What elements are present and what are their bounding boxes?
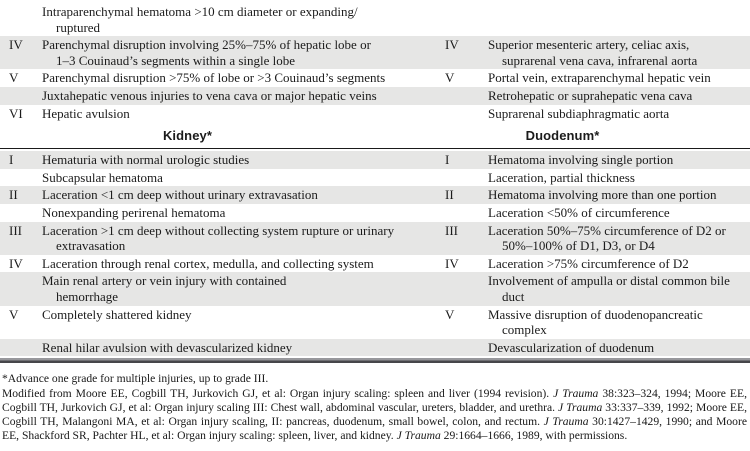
organ-injury-scaling-table: Intraparenchymal hematoma >10 cm diamete… [0, 3, 750, 357]
table-row: VI Hepatic avulsion Suprarenal subdiaphrag… [0, 105, 750, 123]
grade-cell-left: IV [9, 255, 23, 271]
grade-cell-right [438, 273, 478, 274]
grade-cell-left [0, 340, 42, 341]
grade-cell-left: V [9, 306, 19, 322]
grade-cell-right: I [445, 152, 450, 168]
credit-text: 38:323–324, 1994; Moore EE, Cogbill TH, … [2, 386, 747, 414]
table-row: IV Laceration through renal cortex, medul… [0, 255, 750, 273]
description-cell-right: Laceration 50%–75% circumference of D2 o… [488, 222, 726, 254]
section-header-right: Duodenum* [525, 128, 600, 144]
grade-cell-right: IV [445, 255, 459, 271]
section-header-row: Kidney* Duodenum* [0, 122, 750, 146]
grade-cell-right: III [445, 222, 458, 238]
table-row: Nonexpanding perirenal hematoma Laceratio… [0, 204, 750, 222]
grade-cell-right [438, 170, 478, 171]
description-cell-right: Hematoma involving more than one portion [488, 187, 717, 203]
table-row: I Hematuria with normal urologic studies I… [0, 151, 750, 169]
description-cell-right: Laceration, partial thickness [488, 169, 635, 185]
grade-cell-left: III [9, 222, 22, 238]
table-row: III Laceration >1 cm deep without collect… [0, 221, 750, 255]
grade-cell-left [0, 4, 42, 5]
description-cell-left: Laceration through renal cortex, medulla… [42, 255, 374, 271]
description-cell-right: Involvement of ampulla or distal common … [488, 273, 730, 304]
description-cell-right: Devascularization of duodenum [488, 339, 655, 355]
table-row: V Completely shattered kidney V Massive dis… [0, 306, 750, 339]
description-cell-right [478, 4, 750, 5]
grade-cell-right [438, 4, 478, 5]
table-row: IV Parenchymal disruption involving 25%–7… [0, 36, 750, 70]
grade-cell-left: V [9, 70, 19, 86]
description-cell-left: Laceration >1 cm deep without collecting… [42, 222, 395, 254]
credit-text: 33:337–339, 1992; Moore EE, Cogbill TH, … [2, 400, 747, 429]
description-cell-right: Massive disruption of duodenopancreatic … [488, 306, 703, 338]
table-row: Renal hilar avulsion with devascularized… [0, 338, 750, 357]
grade-cell-right [438, 88, 478, 89]
description-cell-left: Intraparenchymal hematoma >10 cm diamete… [42, 4, 358, 35]
description-cell-right: Laceration >75% circumference of D2 [488, 255, 689, 271]
description-cell-left: Parenchymal disruption >75% of lobe or >… [42, 70, 386, 86]
description-cell-left: Nonexpanding perirenal hematoma [42, 204, 226, 220]
grade-cell-left [0, 205, 42, 206]
description-cell-right: Suprarenal subdiaphragmatic aorta [488, 105, 670, 121]
grade-cell-right: IV [445, 37, 459, 53]
grade-cell-left: I [9, 152, 14, 168]
table-row: V Parenchymal disruption >75% of lobe or … [0, 69, 750, 87]
grade-cell-left [0, 88, 42, 89]
table-row: Main renal artery or vein injury with co… [0, 272, 750, 306]
description-cell-left: Subcapsular hematoma [42, 169, 163, 185]
table-row: Juxtahepatic venous injuries to vena cav… [0, 86, 750, 105]
description-cell-right: Laceration <50% of circumference [488, 204, 670, 220]
description-cell-right: Superior mesenteric artery, celiac axis,… [488, 37, 698, 68]
journal-title: J Trauma [396, 429, 441, 443]
grade-cell-right [438, 106, 478, 107]
description-cell-left: Juxtahepatic venous injuries to vena cav… [42, 87, 377, 103]
credit-text: 29:1664–1666, 1989, with permissions. [440, 429, 628, 443]
description-cell-left: Renal hilar avulsion with devascularized… [42, 339, 293, 355]
description-cell-left: Parenchymal disruption involving 25%–75%… [42, 37, 371, 68]
grade-cell-left: II [9, 187, 18, 203]
description-cell-left: Hematuria with normal urologic studies [42, 152, 250, 168]
grade-cell-right [438, 205, 478, 206]
table-row: II Laceration <1 cm deep without urinary … [0, 186, 750, 204]
journal-title: J Trauma [553, 386, 599, 400]
header-rule [0, 148, 750, 150]
description-cell-right: Hematoma involving single portion [488, 152, 674, 168]
credit-text: 30:1427–1429, 1990; and Moore EE, Shackf… [2, 415, 747, 443]
description-cell-left: Laceration <1 cm deep without urinary ex… [42, 187, 318, 203]
credit-text: Modified from Moore EE, Cogbill TH, Jurk… [2, 386, 554, 400]
section-header-left: Kidney* [162, 128, 213, 144]
grade-cell-left [0, 170, 42, 171]
description-cell-right: Retrohepatic or suprahepatic vena cava [488, 87, 693, 103]
journal-title: J Trauma [558, 400, 603, 414]
grade-cell-right: II [445, 187, 454, 203]
grade-cell-left: IV [9, 37, 23, 53]
grade-cell-left [0, 273, 42, 274]
table-row: Intraparenchymal hematoma >10 cm diamete… [0, 3, 750, 36]
description-cell-left: Hepatic avulsion [42, 105, 130, 121]
grade-cell-right: V [445, 70, 455, 86]
description-cell-left: Main renal artery or vein injury with co… [42, 273, 287, 304]
journal-title: J Trauma [543, 415, 589, 429]
description-cell-left: Completely shattered kidney [42, 306, 192, 322]
grade-cell-right: V [445, 306, 455, 322]
grade-cell-left: VI [9, 105, 23, 121]
table-row: Subcapsular hematoma Laceration, partial … [0, 169, 750, 187]
description-cell-right: Portal vein, extraparenchymal hepatic ve… [488, 70, 711, 86]
footnotes: *Advance one grade for multiple injuries… [0, 372, 750, 443]
grade-cell-right [438, 340, 478, 341]
footnote-source-credit: Modified from Moore EE, Cogbill TH, Jurk… [2, 387, 747, 444]
table-bottom-rule [0, 358, 750, 364]
footnote-grade-advance: *Advance one grade for multiple injuries… [2, 372, 269, 386]
